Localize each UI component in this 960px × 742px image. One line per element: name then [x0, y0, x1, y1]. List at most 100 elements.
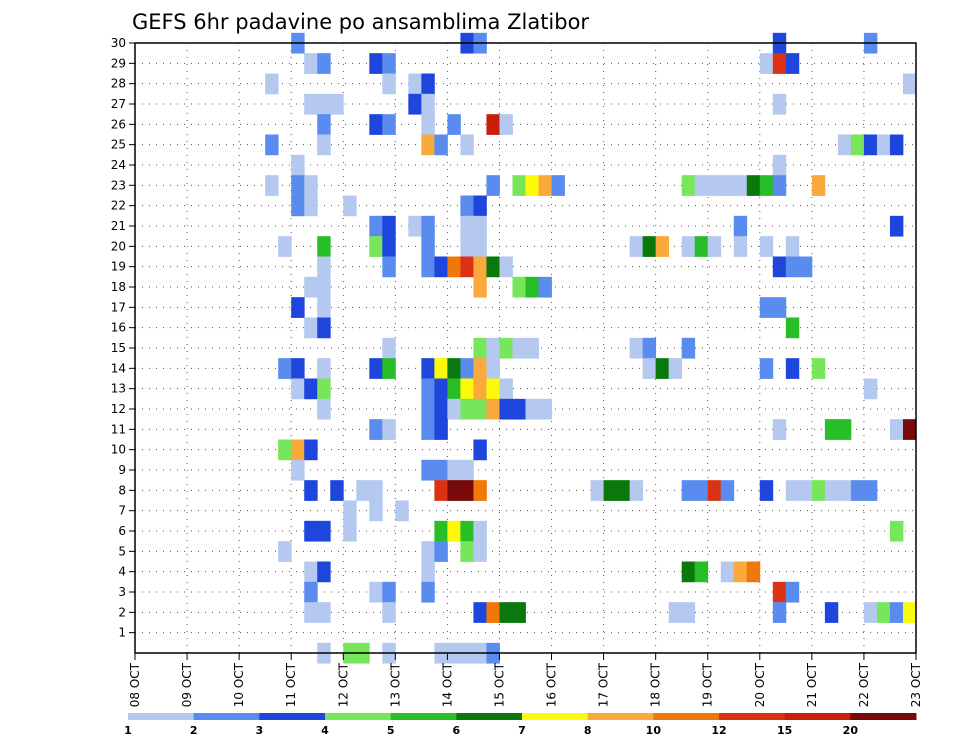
heatmap-cell: [655, 358, 670, 379]
x-tick-label: 08 OCT: [128, 662, 142, 707]
heatmap-cell: [460, 459, 474, 481]
heatmap-cell: [343, 500, 357, 522]
heatmap-cell: [421, 561, 435, 583]
heatmap-cell: [382, 256, 396, 278]
heatmap-cell: [304, 195, 318, 217]
x-tick-label: 21 OCT: [805, 662, 819, 707]
heatmap-cell: [681, 602, 696, 623]
heatmap-cell: [317, 276, 331, 298]
heatmap-cell: [304, 581, 318, 603]
heatmap-cell: [382, 236, 396, 257]
y-tick-label: 28: [111, 77, 126, 91]
heatmap-cell: [629, 480, 644, 501]
heatmap-cell: [317, 236, 331, 257]
heatmap-cell: [733, 215, 748, 237]
heatmap-cell: [694, 480, 709, 501]
heatmap-cell: [473, 439, 487, 461]
x-tick-label: 11 OCT: [284, 662, 298, 707]
heatmap-cell: [460, 480, 474, 501]
heatmap-cell: [278, 439, 292, 461]
colorbar-swatch: [456, 713, 523, 720]
y-tick-label: 30: [111, 36, 126, 50]
heatmap-cell: [681, 337, 696, 359]
y-axis: 1234567891011121314151617181920212223242…: [111, 36, 135, 640]
y-tick-label: 26: [111, 117, 126, 131]
heatmap-cell: [694, 175, 709, 196]
heatmap-cell: [486, 256, 500, 278]
heatmap-cell: [278, 541, 292, 562]
heatmap-cell: [889, 419, 904, 440]
colorbar-label: 20: [843, 724, 859, 737]
x-tick-label: 09 OCT: [180, 662, 194, 707]
x-tick-label: 23 OCT: [909, 662, 923, 707]
colorbar-swatch: [390, 713, 457, 720]
heatmap-cell: [525, 398, 539, 420]
heatmap-cell: [629, 236, 644, 257]
x-tick-label: 19 OCT: [701, 662, 715, 707]
heatmap-cell: [317, 602, 331, 623]
heatmap-cell: [369, 236, 383, 257]
heatmap-cell: [356, 480, 370, 501]
y-tick-label: 1: [118, 626, 126, 640]
heatmap-cell: [642, 236, 657, 257]
heatmap-cell: [824, 480, 839, 501]
heatmap-cell: [837, 480, 852, 501]
heatmap-cell: [421, 358, 435, 379]
heatmap-cell: [317, 520, 331, 542]
colorbar-label: 12: [711, 724, 726, 737]
heatmap-cell: [421, 134, 435, 156]
heatmap-cell: [629, 337, 644, 359]
heatmap-cell: [408, 73, 422, 95]
y-tick-label: 11: [111, 422, 126, 436]
heatmap-cell: [759, 53, 774, 74]
colorbar-label: 10: [646, 724, 662, 737]
heatmap-cell: [512, 175, 526, 196]
heatmap-cell: [421, 256, 435, 278]
colorbar-label: 15: [777, 724, 792, 737]
heatmap-cell: [772, 154, 787, 176]
heatmap-cell: [434, 520, 448, 542]
colorbar-swatch: [587, 713, 654, 720]
y-tick-label: 24: [111, 158, 126, 172]
heatmap-cell: [772, 297, 787, 318]
heatmap-cell: [811, 480, 826, 501]
heatmap-cell: [369, 419, 383, 440]
heatmap-cell: [447, 256, 461, 278]
heatmap-cell: [434, 541, 448, 562]
heatmap-cell: [395, 500, 409, 522]
y-tick-label: 2: [118, 605, 126, 619]
x-tick-label: 10 OCT: [232, 662, 246, 707]
heatmap-cell: [473, 398, 487, 420]
heatmap-cell: [525, 175, 539, 196]
heatmap-cell: [681, 175, 696, 196]
heatmap-cell: [408, 215, 422, 237]
heatmap-cell: [473, 276, 487, 298]
heatmap-cell: [473, 378, 487, 400]
y-tick-label: 17: [111, 300, 126, 314]
heatmap-cell: [460, 134, 474, 156]
heatmap-cell: [369, 53, 383, 74]
colorbar-label: 3: [256, 724, 264, 737]
y-tick-label: 16: [111, 321, 126, 335]
heatmap-cell: [512, 398, 526, 420]
y-tick-label: 15: [111, 341, 126, 355]
heatmap-cell: [785, 581, 800, 603]
y-tick-label: 12: [111, 402, 126, 416]
heatmap-cell: [265, 175, 279, 196]
heatmap-cell: [668, 602, 683, 623]
heatmap-cells: [265, 32, 917, 664]
heatmap-cell: [473, 256, 487, 278]
heatmap-cell: [551, 175, 565, 196]
colorbar: 1 2 3 4 5 6 7 8 10 12 15 20: [124, 713, 917, 737]
heatmap-cell: [265, 73, 279, 95]
heatmap-cell: [876, 134, 891, 156]
heatmap-cell: [772, 175, 787, 196]
heatmap-cell: [785, 358, 800, 379]
heatmap-cell: [772, 93, 787, 115]
colorbar-swatch: [653, 713, 720, 720]
heatmap-cell: [681, 480, 696, 501]
x-tick-label: 20 OCT: [753, 662, 767, 707]
heatmap-cell: [434, 358, 448, 379]
colorbar-swatch: [325, 713, 392, 720]
heatmap-cell: [720, 175, 735, 196]
